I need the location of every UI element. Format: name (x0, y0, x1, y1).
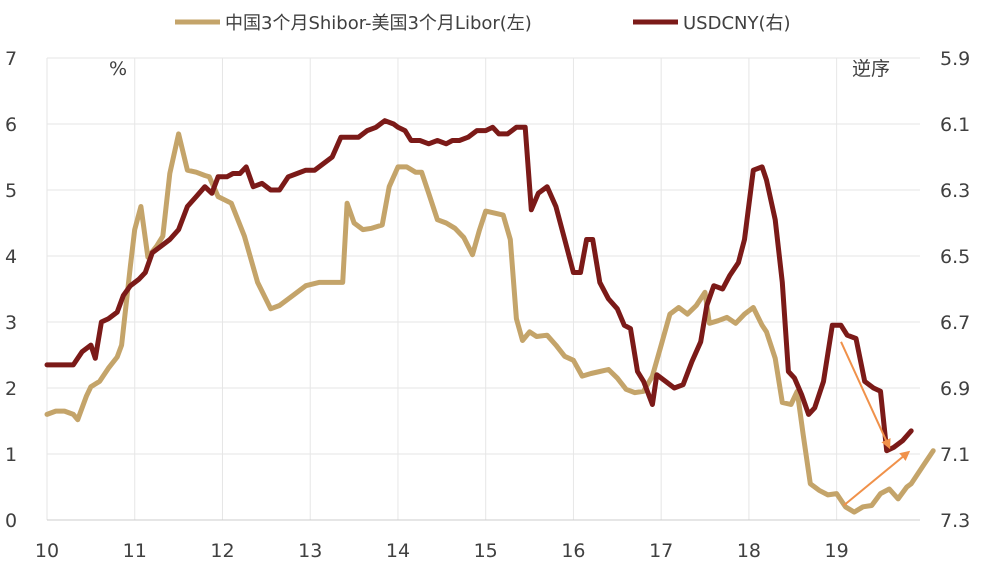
left-tick-label: 6 (5, 114, 17, 136)
x-tick-label: 18 (737, 540, 761, 562)
left-tick-label: 0 (5, 510, 17, 532)
left-tick-label: 5 (5, 180, 17, 202)
right-tick-label: 7.3 (940, 510, 970, 532)
grid-lines (46, 57, 920, 520)
x-tick-label: 16 (561, 540, 585, 562)
x-tick-label: 19 (825, 540, 849, 562)
right-tick-label: 6.3 (940, 180, 970, 202)
trend-arrow (843, 450, 911, 507)
x-axis-ticks: 10 11 12 13 14 15 16 17 18 19 (35, 540, 849, 562)
right-tick-label: 7.1 (940, 444, 970, 466)
legend: 中国3个月Shibor-美国3个月Libor(左) USDCNY(右) (175, 13, 791, 34)
x-tick-label: 17 (649, 540, 673, 562)
x-tick-label: 13 (298, 540, 322, 562)
usdcny-series-line (44, 118, 914, 454)
trend-arrow (840, 341, 891, 450)
left-tick-label: 2 (5, 378, 17, 400)
left-tick-label: 7 (5, 48, 17, 70)
left-tick-label: 4 (5, 246, 17, 268)
x-tick-label: 15 (474, 540, 498, 562)
series-lines (44, 118, 936, 515)
left-axis-unit-label: % (109, 58, 127, 80)
right-tick-label: 6.9 (940, 378, 970, 400)
right-tick-label: 6.1 (940, 114, 970, 136)
right-tick-label: 6.5 (940, 246, 970, 268)
x-tick-label: 14 (386, 540, 410, 562)
annotation-arrows (840, 341, 911, 507)
left-axis-ticks: 0 1 2 3 4 5 6 7 (5, 48, 17, 532)
spread-series-line (44, 131, 936, 515)
right-tick-label: 6.7 (940, 312, 970, 334)
right-axis-reversed-note: 逆序 (852, 58, 890, 80)
legend-label: USDCNY(右) (683, 13, 791, 34)
left-tick-label: 3 (5, 312, 17, 334)
x-tick-label: 10 (35, 540, 59, 562)
left-tick-label: 1 (5, 444, 17, 466)
legend-label: 中国3个月Shibor-美国3个月Libor(左) (225, 13, 532, 34)
right-axis-ticks: 5.9 6.1 6.3 6.5 6.7 6.9 7.1 7.3 (940, 48, 970, 532)
x-tick-label: 12 (210, 540, 234, 562)
x-tick-label: 11 (123, 540, 147, 562)
right-tick-label: 5.9 (940, 48, 970, 70)
